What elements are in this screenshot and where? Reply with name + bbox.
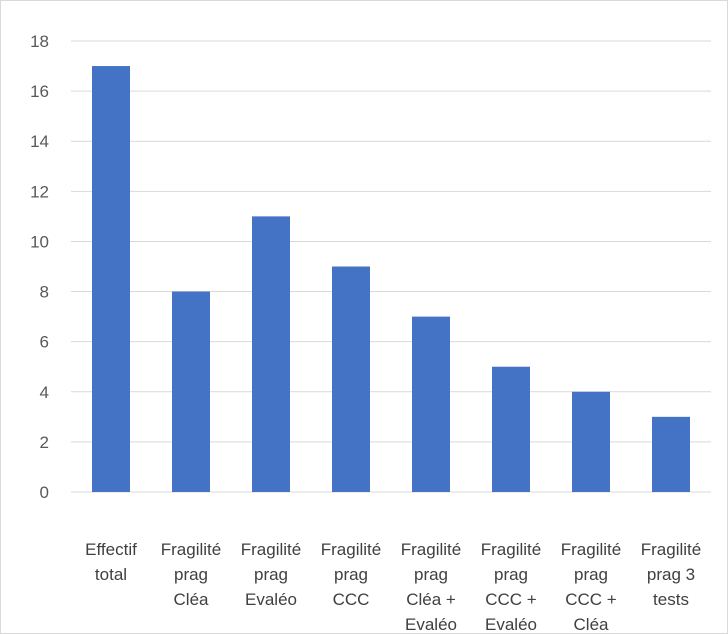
x-category-label-line: total [95,565,127,584]
x-category-label: Fragilité prag Evaléo [241,540,301,609]
bar-6 [572,391,610,492]
x-category-label-line: Fragilité [561,540,621,559]
x-category-label-line: prag [334,565,368,584]
x-category-label-line: prag [174,565,208,584]
x-axis-category-labels: Effectif total Fragilité prag Cléa Fragilité p… [85,540,701,633]
x-category-label-line: prag 3 [647,565,695,584]
y-tick-label: 10 [30,232,49,251]
bar-3 [332,266,370,492]
y-tick-label: 18 [30,32,49,51]
x-category-label: Effectif total [85,540,137,584]
x-category-label-line: Effectif [85,540,137,559]
bar-1 [172,291,210,492]
x-category-label-line: Evaléo [405,615,457,633]
y-tick-label: 12 [30,182,49,201]
x-category-label-line: CCC [333,590,370,609]
x-category-label-line: CCC + [565,590,617,609]
x-category-label-line: prag [574,565,608,584]
y-tick-label: 14 [30,132,49,151]
bar-7 [652,416,690,492]
bar-0 [92,66,130,493]
x-category-label-line: Fragilité [321,540,381,559]
x-category-label-line: Cléa + [406,590,456,609]
x-category-label-line: Fragilité [481,540,541,559]
bar-5 [492,366,530,492]
x-category-label-line: Evaléo [245,590,297,609]
x-category-label-line: Cléa [574,615,610,633]
y-tick-label: 4 [40,383,49,402]
x-category-label: Fragilité prag Cléa [161,540,221,609]
bar-2 [252,216,290,492]
y-tick-label: 2 [40,433,49,452]
x-category-label-line: Cléa [174,590,210,609]
bars [92,66,690,493]
y-tick-label: 0 [40,483,49,502]
x-category-label: Fragilité prag Cléa + Evaléo [401,540,461,633]
x-category-label-line: prag [494,565,528,584]
x-category-label-line: tests [653,590,689,609]
y-tick-label: 8 [40,283,49,302]
x-category-label-line: Fragilité [641,540,701,559]
y-tick-label: 6 [40,333,49,352]
x-category-label: Fragilité prag 3 tests [641,540,701,609]
x-category-label: Fragilité prag CCC + Cléa [561,540,621,633]
x-category-label: Fragilité prag CCC [321,540,381,609]
x-category-label: Fragilité prag CCC + Evaléo [481,540,541,633]
x-category-label-line: Fragilité [401,540,461,559]
y-tick-label: 16 [30,82,49,101]
x-category-label-line: Fragilité [161,540,221,559]
y-axis-tick-labels: 0 2 4 6 8 10 12 14 16 18 [30,32,49,502]
x-category-label-line: Evaléo [485,615,537,633]
x-category-label-line: prag [414,565,448,584]
x-category-label-line: prag [254,565,288,584]
x-category-label-line: CCC + [485,590,537,609]
x-category-label-line: Fragilité [241,540,301,559]
gridlines [71,40,711,493]
bar-4 [412,316,450,492]
